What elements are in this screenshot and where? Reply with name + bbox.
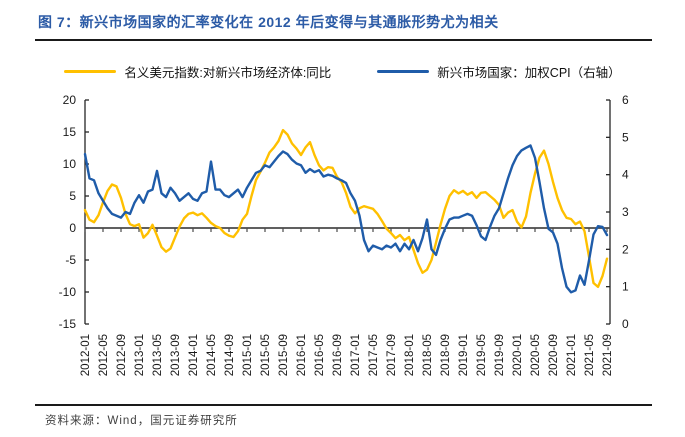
svg-text:4: 4 bbox=[622, 168, 629, 182]
svg-text:2016-01: 2016-01 bbox=[296, 334, 308, 376]
svg-text:15: 15 bbox=[63, 125, 77, 139]
svg-text:2019-01: 2019-01 bbox=[458, 334, 470, 376]
svg-text:10: 10 bbox=[63, 157, 77, 171]
svg-text:5: 5 bbox=[69, 189, 76, 203]
svg-text:2012-05: 2012-05 bbox=[98, 334, 110, 376]
svg-text:6: 6 bbox=[622, 93, 629, 107]
svg-text:2015-05: 2015-05 bbox=[260, 334, 272, 376]
legend-label-usd-index: 名义美元指数:对新兴市场经济体:同比 bbox=[124, 66, 332, 80]
svg-text:2016-09: 2016-09 bbox=[332, 334, 344, 376]
svg-text:5: 5 bbox=[622, 130, 629, 144]
svg-text:2019-09: 2019-09 bbox=[494, 334, 506, 376]
svg-text:-10: -10 bbox=[59, 285, 77, 299]
legend-item-usd-index: 名义美元指数:对新兴市场经济体:同比 bbox=[64, 62, 331, 81]
top-divider bbox=[35, 39, 652, 41]
svg-text:2013-09: 2013-09 bbox=[170, 334, 182, 376]
svg-text:3: 3 bbox=[622, 205, 629, 219]
svg-text:2013-01: 2013-01 bbox=[134, 334, 146, 376]
svg-text:2016-05: 2016-05 bbox=[314, 334, 326, 376]
svg-text:2019-05: 2019-05 bbox=[476, 334, 488, 376]
svg-text:2018-01: 2018-01 bbox=[404, 334, 416, 376]
svg-text:20: 20 bbox=[63, 93, 77, 107]
svg-text:2020-05: 2020-05 bbox=[530, 334, 542, 376]
svg-text:-5: -5 bbox=[65, 253, 76, 267]
svg-text:2021-01: 2021-01 bbox=[566, 334, 578, 376]
svg-text:2: 2 bbox=[622, 242, 629, 256]
svg-text:2014-05: 2014-05 bbox=[206, 334, 218, 376]
svg-text:2017-05: 2017-05 bbox=[368, 334, 380, 376]
svg-text:2018-05: 2018-05 bbox=[422, 334, 434, 376]
chart-legend: 名义美元指数:对新兴市场经济体:同比 新兴市场国家：加权CPI（右轴） bbox=[0, 62, 685, 81]
svg-text:2021-05: 2021-05 bbox=[584, 334, 596, 376]
svg-text:2021-09: 2021-09 bbox=[602, 334, 614, 376]
svg-text:2017-01: 2017-01 bbox=[350, 334, 362, 376]
figure-title: 图 7：新兴市场国家的汇率变化在 2012 年后变得与其通胀形势尤为相关 bbox=[38, 14, 499, 30]
svg-text:2012-09: 2012-09 bbox=[116, 334, 128, 376]
bottom-divider bbox=[35, 404, 652, 406]
source-note: 资料来源：Wind，国元证券研究所 bbox=[45, 415, 238, 427]
svg-text:2020-09: 2020-09 bbox=[548, 334, 560, 376]
svg-text:2013-05: 2013-05 bbox=[152, 334, 164, 376]
svg-text:2020-01: 2020-01 bbox=[512, 334, 524, 376]
svg-text:2014-01: 2014-01 bbox=[188, 334, 200, 376]
svg-text:2018-09: 2018-09 bbox=[440, 334, 452, 376]
svg-text:2012-01: 2012-01 bbox=[80, 334, 92, 376]
legend-item-em-cpi: 新兴市场国家：加权CPI（右轴） bbox=[377, 62, 621, 81]
svg-text:0: 0 bbox=[69, 221, 76, 235]
em-cpi-line-swatch bbox=[377, 69, 430, 74]
svg-text:1: 1 bbox=[622, 280, 629, 294]
legend-label-em-cpi: 新兴市场国家：加权CPI（右轴） bbox=[437, 66, 621, 80]
svg-text:2017-09: 2017-09 bbox=[386, 334, 398, 376]
svg-text:2014-09: 2014-09 bbox=[224, 334, 236, 376]
usd-index-line-swatch bbox=[64, 69, 117, 74]
svg-text:-15: -15 bbox=[59, 317, 77, 331]
svg-text:0: 0 bbox=[622, 317, 629, 331]
svg-text:2015-01: 2015-01 bbox=[242, 334, 254, 376]
svg-text:2015-09: 2015-09 bbox=[278, 334, 290, 376]
